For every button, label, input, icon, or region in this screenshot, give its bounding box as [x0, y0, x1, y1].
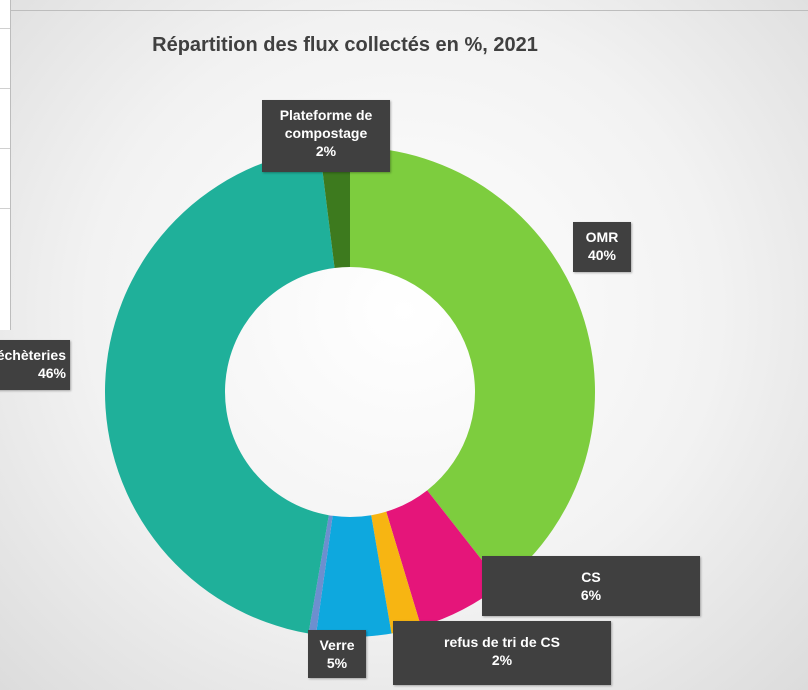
value-label: 5%: [326, 655, 348, 671]
sheet-row: [0, 148, 10, 149]
category-label: OMR: [585, 229, 619, 245]
value-label: 6%: [580, 587, 602, 603]
slice: [350, 147, 595, 585]
data-label: Déchèteries 46%: [0, 340, 70, 390]
border: [10, 10, 808, 11]
slice: [308, 515, 333, 635]
value-label: 46%: [37, 365, 66, 381]
category-label: Plateforme de compostage: [279, 107, 373, 141]
sheet-row: [0, 28, 10, 29]
value-label: 40%: [587, 247, 617, 263]
data-label: CS 6%: [482, 556, 700, 616]
data-label: refus de tri de CS 2%: [393, 621, 611, 685]
category-label: Verre: [319, 637, 355, 653]
spreadsheet-edge: [0, 0, 11, 330]
sheet-row: [0, 88, 10, 89]
slice: [371, 511, 422, 634]
category-label: refus de tri de CS: [444, 634, 560, 650]
slice: [315, 515, 392, 637]
data-label: Plateforme de compostage 2%: [262, 100, 390, 172]
value-label: 2%: [491, 652, 513, 668]
slice: [319, 147, 350, 268]
category-label: Déchèteries: [0, 347, 66, 363]
slice: [386, 490, 502, 627]
chart-title: Répartition des flux collectés en %, 202…: [152, 34, 538, 56]
data-label: OMR 40%: [573, 222, 631, 272]
category-label: CS: [581, 569, 601, 585]
slice: [105, 148, 335, 634]
data-label: Verre 5%: [308, 630, 366, 678]
sheet-row: [0, 208, 10, 209]
value-label: 2%: [315, 143, 337, 159]
